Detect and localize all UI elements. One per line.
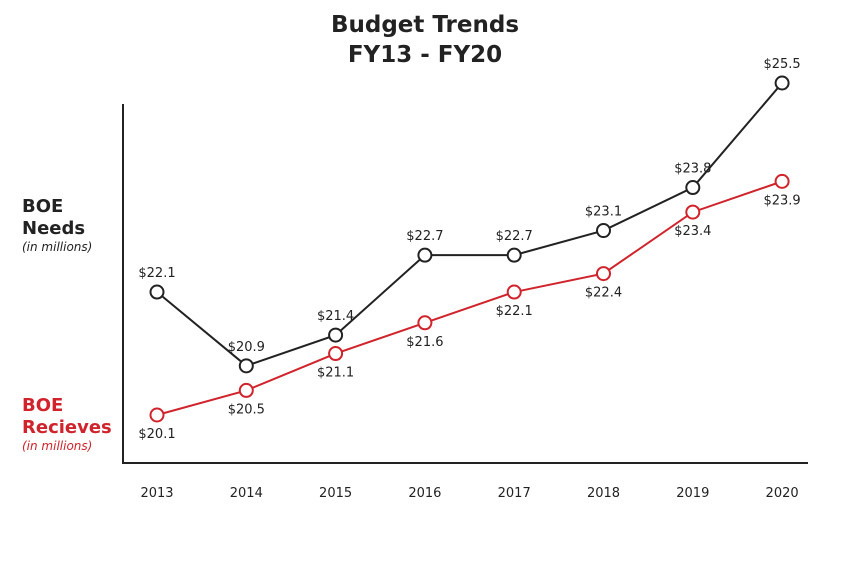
receives-data-label: $20.1 bbox=[138, 427, 175, 442]
needs-point bbox=[149, 284, 165, 300]
needs-data-label: $22.1 bbox=[138, 266, 175, 281]
x-tick-label: 2015 bbox=[319, 486, 352, 501]
chart-title-line1: Budget Trends bbox=[330, 12, 520, 38]
receives-point bbox=[328, 346, 344, 362]
needs-data-label: $23.1 bbox=[585, 205, 622, 220]
needs-data-label: $21.4 bbox=[317, 309, 354, 324]
receives-label-line2: Recieves bbox=[22, 417, 112, 438]
needs-point bbox=[774, 75, 790, 91]
receives-series-line bbox=[156, 180, 783, 416]
chart-title-line2: FY13 - FY20 bbox=[347, 42, 503, 68]
receives-data-label: $21.6 bbox=[406, 335, 443, 350]
x-tick-label: 2018 bbox=[587, 486, 620, 501]
x-tick-label: 2013 bbox=[140, 486, 173, 501]
receives-label-unit: (in millions) bbox=[22, 439, 93, 453]
x-tick-label: 2014 bbox=[230, 486, 263, 501]
needs-data-label: $22.7 bbox=[496, 229, 533, 244]
needs-series-line bbox=[156, 82, 783, 367]
x-tick-label: 2020 bbox=[766, 486, 799, 501]
receives-point bbox=[774, 173, 790, 189]
receives-label-line1: BOE bbox=[22, 395, 64, 416]
needs-point bbox=[238, 358, 254, 374]
receives-point bbox=[506, 284, 522, 300]
x-tick-label: 2017 bbox=[498, 486, 531, 501]
receives-point bbox=[417, 315, 433, 331]
receives-data-label: $23.4 bbox=[674, 224, 711, 239]
needs-series-label: BOE Needs (in millions) bbox=[22, 196, 92, 254]
receives-point bbox=[149, 407, 165, 423]
receives-series-label: BOE Recieves (in millions) bbox=[22, 395, 112, 453]
receives-point bbox=[238, 382, 254, 398]
needs-point bbox=[506, 247, 522, 263]
needs-point bbox=[685, 180, 701, 196]
receives-data-label: $22.1 bbox=[496, 304, 533, 319]
needs-point bbox=[328, 327, 344, 343]
needs-point bbox=[417, 247, 433, 263]
x-tick-label: 2016 bbox=[408, 486, 441, 501]
receives-data-label: $22.4 bbox=[585, 286, 622, 301]
needs-data-label: $20.9 bbox=[228, 340, 265, 355]
receives-data-label: $23.9 bbox=[763, 193, 800, 208]
receives-point bbox=[685, 204, 701, 220]
receives-point bbox=[596, 266, 611, 282]
needs-label-line2: Needs bbox=[22, 218, 86, 239]
needs-data-label: $23.8 bbox=[674, 162, 711, 177]
needs-data-label: $25.5 bbox=[763, 57, 800, 72]
receives-data-label: $21.1 bbox=[317, 366, 354, 381]
needs-point bbox=[596, 223, 611, 239]
receives-data-label: $20.5 bbox=[228, 402, 265, 417]
needs-label-line1: BOE bbox=[22, 196, 64, 217]
needs-data-label: $22.7 bbox=[406, 229, 443, 244]
needs-label-unit: (in millions) bbox=[22, 240, 93, 254]
x-tick-label: 2019 bbox=[676, 486, 709, 501]
